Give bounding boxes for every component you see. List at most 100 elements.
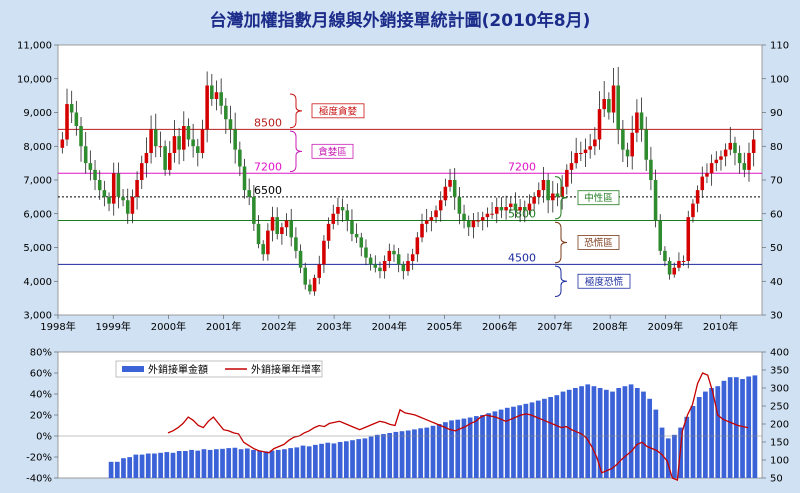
- x-tick-label: 2009年: [648, 320, 683, 333]
- zone-label: 恐慌區: [584, 237, 613, 249]
- export-bar: [573, 388, 578, 478]
- level-label-6500: 6500: [254, 184, 282, 197]
- export-bar: [288, 448, 293, 478]
- candle-body: [579, 153, 583, 154]
- export-bar: [368, 436, 374, 478]
- y-right-tick-label: 110: [770, 41, 789, 52]
- zone-brace: [554, 265, 568, 297]
- candle-body: [523, 207, 527, 211]
- candle-body: [593, 139, 597, 147]
- main-axes: 3,000 4,000 5,000 6,000 7,000 8,000 9,000 10,00…: [17, 41, 789, 334]
- candle-body: [438, 200, 443, 211]
- candle-body: [410, 254, 415, 261]
- candle-body: [289, 220, 293, 238]
- export-bar: [343, 441, 349, 478]
- export-bar: [727, 377, 733, 478]
- candle-body: [214, 92, 219, 99]
- zone-label: 極度貪婪: [319, 105, 358, 117]
- export-growth-line: [167, 372, 749, 482]
- zone-box: [577, 235, 620, 250]
- export-bar: [201, 449, 207, 478]
- export-bar: [480, 415, 485, 478]
- export-bar: [251, 449, 256, 478]
- candle-body: [527, 203, 532, 211]
- candlestick-series: [60, 66, 756, 296]
- candle-body: [177, 136, 181, 150]
- sub-y-right-tick-label: 150: [770, 438, 789, 449]
- candle-body: [532, 196, 536, 204]
- candle-body: [607, 99, 611, 113]
- candle-body: [714, 159, 719, 164]
- candle-body: [326, 223, 331, 241]
- x-tick-label: 2003年: [316, 320, 351, 333]
- x-tick-label: 2004年: [372, 320, 407, 333]
- y-right-tick-label: 40: [770, 277, 783, 288]
- sub-y-right-tick-label: 300: [770, 384, 789, 395]
- export-bar: [158, 452, 163, 478]
- export-bar: [114, 461, 120, 478]
- export-bar: [387, 433, 393, 478]
- sub-axes: 80% 60% 40% 20% 0% -20% -40% 400 350 300 250 200 150…: [26, 348, 789, 485]
- candle-body: [462, 213, 466, 221]
- candle-body: [649, 159, 653, 180]
- candle-body: [60, 139, 65, 148]
- y-left-tick-label: 10,000: [17, 74, 52, 85]
- legend-box: [115, 360, 323, 378]
- export-bar: [616, 388, 622, 478]
- export-bar: [207, 449, 213, 478]
- candle-body: [354, 234, 359, 238]
- export-bar: [628, 384, 634, 478]
- candle-body: [466, 220, 471, 228]
- export-bar: [486, 413, 492, 478]
- candle-body: [359, 237, 364, 248]
- candle-body: [499, 207, 504, 211]
- zone-box: [311, 103, 365, 119]
- export-bar: [152, 453, 157, 478]
- export-bar: [443, 422, 448, 478]
- export-bar: [597, 388, 603, 478]
- x-tick-label: 1998年: [40, 320, 75, 333]
- export-bar: [356, 439, 362, 478]
- export-bar: [269, 450, 275, 478]
- candle-body: [247, 190, 251, 197]
- candle-body: [494, 207, 499, 214]
- sub-y-left-tick-label: -40%: [26, 474, 52, 485]
- candle-body: [79, 126, 83, 147]
- candle-body: [83, 146, 88, 164]
- export-bar: [145, 453, 151, 478]
- candle-body: [392, 250, 396, 255]
- export-bar: [350, 440, 355, 478]
- candle-body: [695, 190, 700, 204]
- export-bar: [257, 450, 263, 478]
- x-tick-label: 2000年: [151, 320, 186, 333]
- candle-body: [336, 207, 340, 214]
- level-label-7200: 7200: [254, 160, 282, 173]
- zone-brace: [289, 130, 303, 173]
- candle-body: [658, 220, 663, 251]
- export-bar: [430, 425, 436, 478]
- candle-body: [401, 264, 406, 272]
- export-bar: [424, 427, 430, 478]
- candle-body: [382, 261, 387, 272]
- export-bar: [226, 448, 232, 478]
- export-bar: [591, 386, 597, 478]
- export-bar: [232, 447, 238, 478]
- candle-body: [611, 85, 616, 113]
- export-bar: [133, 454, 139, 478]
- candle-body: [191, 139, 195, 147]
- export-bar: [139, 454, 145, 478]
- export-bar: [511, 406, 516, 478]
- export-bar: [282, 449, 287, 478]
- candle-body: [345, 210, 350, 221]
- sub-y-left-tick-label: 20%: [30, 411, 52, 422]
- candle-body: [518, 207, 522, 211]
- candle-body: [457, 196, 462, 214]
- candle-body: [583, 149, 588, 153]
- candle-body: [135, 180, 139, 197]
- candle-body: [116, 173, 121, 197]
- candle-body: [751, 139, 756, 153]
- export-bar: [634, 388, 640, 478]
- export-bar: [337, 442, 343, 478]
